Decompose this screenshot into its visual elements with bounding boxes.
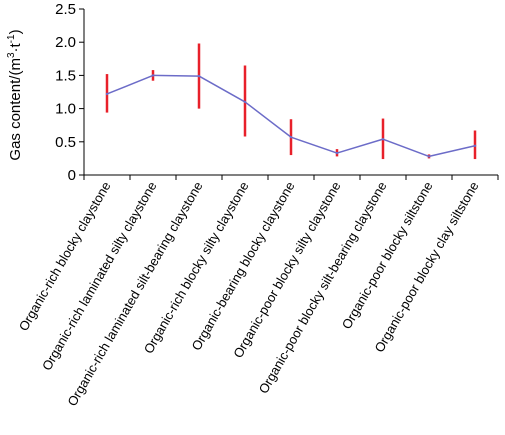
series-line-segment bbox=[106, 74, 154, 95]
series-line-segment bbox=[428, 145, 476, 158]
data-point bbox=[335, 151, 339, 155]
data-point bbox=[381, 137, 385, 141]
y-ticks: 0 0.5 1.0 1.5 2.0 2.5 bbox=[55, 1, 84, 184]
y-axis-label-part: Gas content/(m bbox=[7, 58, 24, 161]
x-category-label: Organic-poor blocky siltstone bbox=[339, 179, 436, 332]
series-line-segment bbox=[382, 138, 430, 158]
error-bars bbox=[105, 43, 477, 160]
y-axis-label-part: -1 bbox=[6, 34, 17, 43]
y-axis-label: Gas content/(m3·t-1) bbox=[6, 29, 24, 160]
y-axis-label-part: 3 bbox=[6, 52, 17, 58]
series-line-segment bbox=[152, 74, 200, 77]
y-tick-label: 2.0 bbox=[55, 34, 76, 51]
y-tick-label: 0 bbox=[68, 167, 76, 184]
y-tick-label: 2.5 bbox=[55, 1, 76, 18]
y-tick-label: 0.5 bbox=[55, 134, 76, 151]
data-point bbox=[151, 74, 155, 77]
data-point bbox=[289, 135, 293, 139]
y-tick-label: 1.5 bbox=[55, 67, 76, 84]
category-labels: Organic-rich blocky claystoneOrganic-ric… bbox=[16, 179, 482, 409]
series-line-segment bbox=[198, 75, 246, 103]
data-point bbox=[105, 92, 109, 96]
axes bbox=[83, 9, 498, 176]
data-point bbox=[197, 74, 201, 78]
data-point bbox=[243, 100, 247, 104]
data-point bbox=[427, 155, 431, 158]
series-line-segment bbox=[290, 136, 338, 154]
y-axis-label-part: ) bbox=[7, 29, 24, 34]
y-axis-label-part: ·t bbox=[7, 42, 24, 52]
x-category-label: Organic-rich blocky claystone bbox=[16, 179, 114, 334]
x-ticks bbox=[83, 175, 499, 180]
series-line-segment bbox=[336, 138, 384, 154]
series-lines bbox=[105, 74, 477, 158]
data-point bbox=[473, 144, 477, 147]
series-line-segment bbox=[244, 101, 292, 138]
y-tick-label: 1.0 bbox=[55, 101, 76, 118]
